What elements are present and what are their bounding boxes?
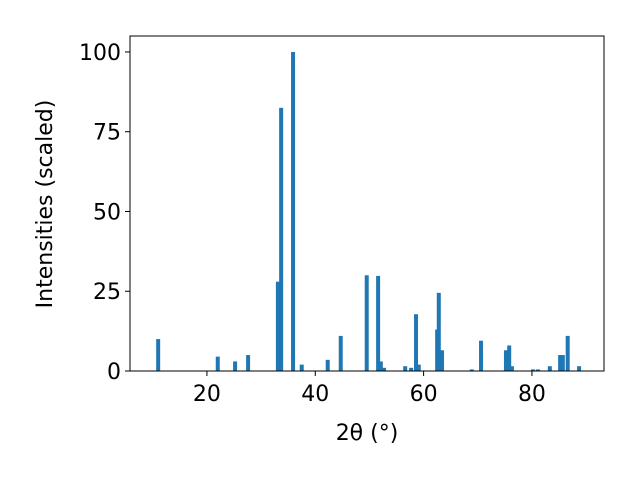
bar [246, 355, 251, 371]
bar [436, 292, 441, 371]
bar [299, 364, 304, 371]
x-tick-label: 60 [410, 382, 438, 407]
bar [403, 366, 408, 371]
bar [416, 364, 421, 371]
bar [325, 359, 330, 371]
bar [382, 367, 387, 371]
bar [414, 314, 419, 371]
bar [535, 369, 540, 371]
bar [531, 369, 536, 371]
bar [577, 366, 582, 371]
bar [215, 356, 220, 371]
bar [503, 350, 508, 371]
x-tick-label: 80 [518, 382, 546, 407]
bar [509, 366, 514, 371]
bar [156, 339, 161, 371]
bar [275, 281, 280, 371]
plot-frame [129, 35, 605, 372]
x-tick-label: 40 [301, 382, 329, 407]
bar [479, 340, 484, 371]
bar [440, 350, 445, 371]
bar [507, 345, 512, 371]
y-tick-label: 100 [79, 41, 121, 66]
bar [409, 367, 414, 371]
x-axis-label: 2θ (°) [336, 421, 399, 446]
y-tick-label: 0 [107, 360, 121, 385]
bar [364, 275, 369, 371]
bar [233, 361, 238, 371]
bar [560, 355, 565, 371]
y-tick-label: 50 [93, 200, 121, 225]
bar [378, 361, 383, 371]
bar [338, 335, 343, 371]
bar [565, 335, 570, 371]
bar [547, 366, 552, 371]
y-tick-label: 25 [93, 280, 121, 305]
bar [279, 107, 284, 372]
bar [291, 51, 296, 371]
y-tick-label: 75 [93, 121, 121, 146]
bar [376, 275, 381, 371]
y-axis-label: Intensities (scaled) [33, 100, 58, 309]
bar [469, 369, 474, 371]
bar [558, 355, 563, 371]
x-tick-label: 20 [193, 382, 221, 407]
